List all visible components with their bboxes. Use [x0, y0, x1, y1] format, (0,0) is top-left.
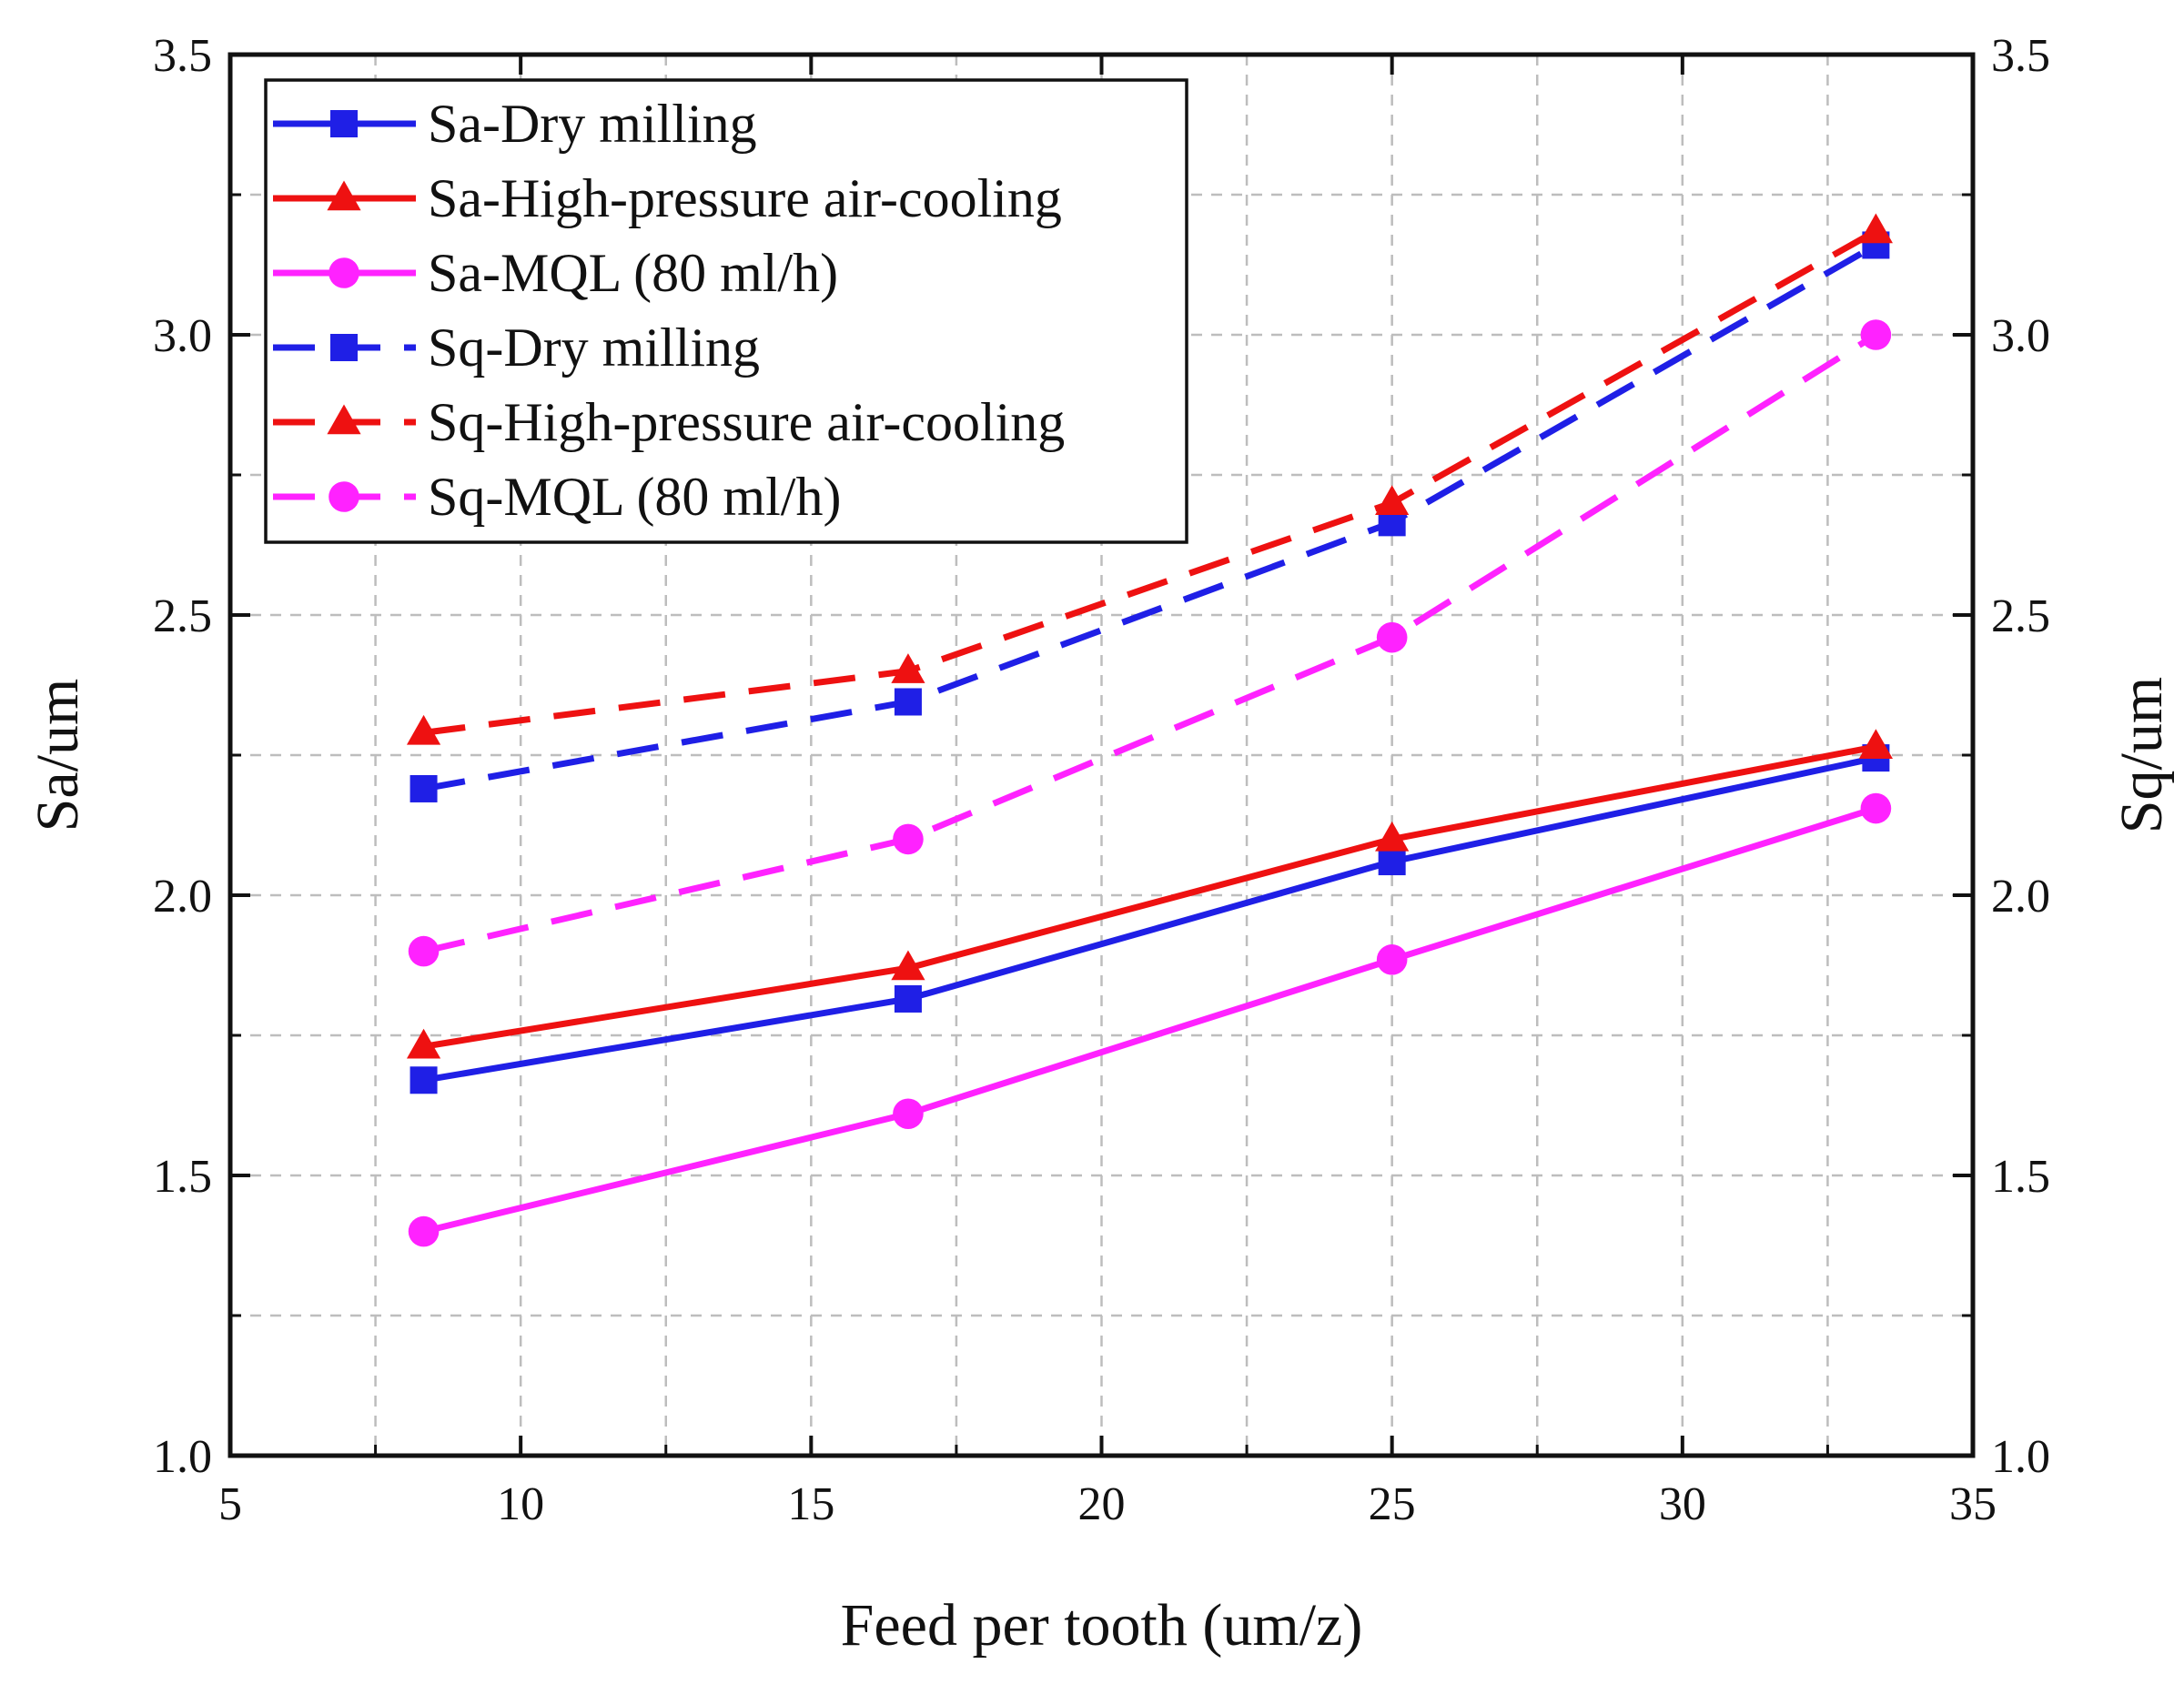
- data-point-triangle: [327, 180, 361, 211]
- legend-label: Sa-MQL (80 ml/h): [428, 243, 838, 303]
- x-tick-label: 25: [1369, 1478, 1416, 1530]
- data-point-triangle: [891, 653, 925, 683]
- series-sq-high-pressure-air-cooling: [406, 213, 1893, 745]
- series-layer: [406, 213, 1893, 1247]
- legend-entry: Sa-Dry milling: [273, 94, 757, 154]
- series-line: [422, 805, 1877, 1235]
- legend-label: Sq-High-pressure air-cooling: [428, 392, 1065, 452]
- y-axis-left-title: Sa/um: [25, 679, 91, 832]
- x-tick-label: 15: [787, 1478, 834, 1530]
- data-point-triangle: [891, 950, 925, 981]
- y-right-tick-label: 1.0: [1991, 1431, 2050, 1483]
- x-axis-title: Feed per tooth (um/z): [841, 1592, 1363, 1659]
- y-left-tick-label: 3.5: [153, 30, 212, 82]
- data-point-triangle: [1858, 213, 1893, 244]
- legend-entry: Sq-Dry milling: [273, 318, 760, 378]
- legend-label: Sa-High-pressure air-cooling: [428, 168, 1062, 228]
- ticks: 5 10 15 20 25 30 351.0 1.01.5 1.52.0 2.02.5 2.53.0…: [153, 30, 2050, 1530]
- legend-label: Sa-Dry milling: [428, 94, 757, 154]
- y-right-tick-label: 2.5: [1991, 590, 2050, 642]
- data-point-square: [330, 334, 358, 361]
- data-point-circle: [329, 481, 359, 512]
- data-point-square: [894, 688, 922, 716]
- y-left-tick-label: 2.0: [153, 871, 212, 923]
- series-sq-mql-80-ml-h-: [408, 319, 1892, 967]
- data-point-circle: [408, 1215, 440, 1247]
- series-line: [422, 754, 1877, 1084]
- data-point-triangle: [1375, 485, 1410, 516]
- legend: Sa-Dry milling Sa-High-pressure air-cooli…: [264, 78, 1188, 544]
- data-point-square: [330, 110, 358, 137]
- data-point-circle: [893, 1098, 924, 1130]
- x-tick-label: 35: [1949, 1478, 1997, 1530]
- data-point-circle: [329, 257, 359, 288]
- legend-entry: Sq-High-pressure air-cooling: [273, 392, 1065, 452]
- y-axis-right-title: Sq/um: [2108, 677, 2175, 833]
- legend-entry: Sa-High-pressure air-cooling: [273, 168, 1062, 228]
- data-point-triangle: [327, 404, 361, 435]
- legend-label: Sq-MQL (80 ml/h): [428, 467, 841, 527]
- series-sa-mql-80-ml-h-: [408, 792, 1892, 1247]
- y-left-tick-label: 3.0: [153, 310, 212, 362]
- legend-label: Sq-Dry milling: [428, 318, 760, 378]
- legend-entry: Sa-MQL (80 ml/h): [273, 243, 838, 303]
- data-point-triangle: [406, 714, 441, 745]
- y-right-tick-label: 3.5: [1991, 30, 2050, 82]
- series-line: [422, 332, 1878, 955]
- data-point-circle: [1860, 319, 1892, 350]
- y-left-tick-label: 2.5: [153, 590, 212, 642]
- y-left-tick-label: 1.5: [153, 1151, 212, 1203]
- y-left-tick-label: 1.0: [153, 1431, 212, 1483]
- y-right-tick-label: 3.0: [1991, 310, 2050, 362]
- x-tick-label: 5: [218, 1478, 242, 1530]
- x-tick-label: 30: [1659, 1478, 1706, 1530]
- data-point-circle: [1376, 621, 1408, 653]
- series-line: [423, 743, 1877, 1050]
- y-right-tick-label: 2.0: [1991, 871, 2050, 923]
- x-tick-label: 10: [497, 1478, 544, 1530]
- data-point-circle: [1376, 944, 1408, 975]
- series-line: [423, 227, 1878, 736]
- data-point-circle: [408, 935, 440, 967]
- data-point-triangle: [1375, 821, 1410, 852]
- data-point-square: [1378, 848, 1406, 876]
- legend-box: [264, 78, 1188, 544]
- series-line: [422, 242, 1878, 792]
- data-point-triangle: [1858, 729, 1893, 759]
- data-point-circle: [1860, 792, 1892, 824]
- series-sa-high-pressure-air-cooling: [406, 729, 1893, 1059]
- x-tick-label: 20: [1078, 1478, 1126, 1530]
- legend-entry: Sq-MQL (80 ml/h): [273, 467, 841, 527]
- data-point-triangle: [406, 1028, 441, 1059]
- series-sa-dry-milling: [410, 744, 1890, 1094]
- data-point-square: [410, 774, 438, 802]
- data-point-square: [894, 984, 922, 1013]
- data-point-square: [410, 1066, 438, 1094]
- y-right-tick-label: 1.5: [1991, 1151, 2050, 1203]
- data-point-circle: [893, 823, 924, 855]
